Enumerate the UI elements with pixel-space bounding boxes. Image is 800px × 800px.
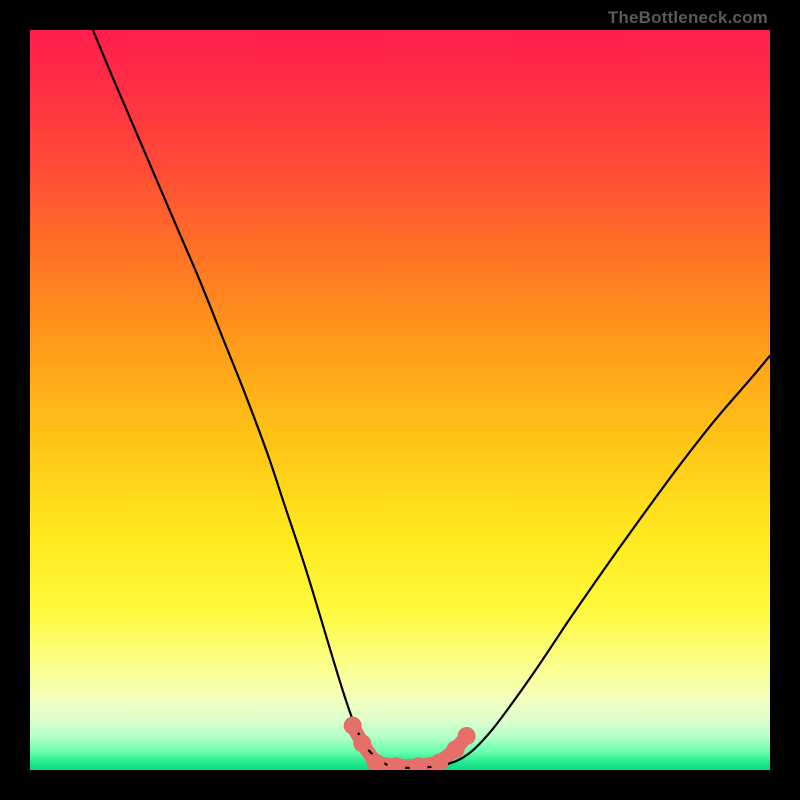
- watermark-text: TheBottleneck.com: [608, 8, 768, 28]
- chart-container: [30, 30, 770, 770]
- bottleneck-curve-chart: [30, 30, 770, 770]
